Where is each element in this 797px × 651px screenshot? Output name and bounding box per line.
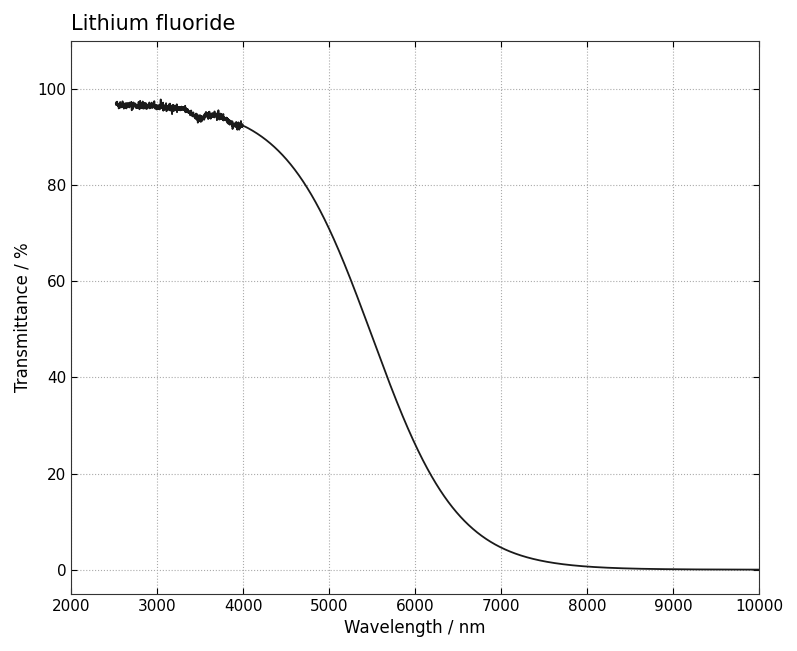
X-axis label: Wavelength / nm: Wavelength / nm [344, 619, 486, 637]
Y-axis label: Transmittance / %: Transmittance / % [14, 243, 32, 392]
Text: Lithium fluoride: Lithium fluoride [71, 14, 236, 34]
